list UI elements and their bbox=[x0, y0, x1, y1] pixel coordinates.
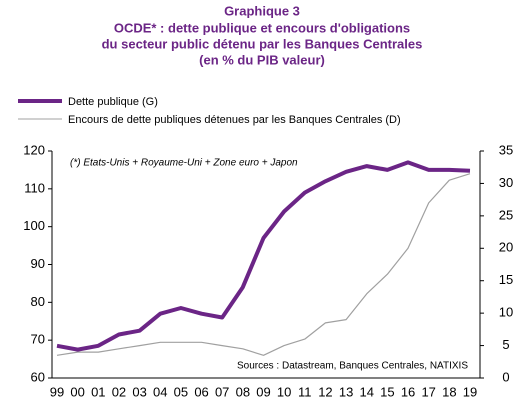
x-tick-label: 12 bbox=[318, 384, 332, 399]
x-tick-label: 00 bbox=[70, 384, 84, 399]
y2-tick-label: 5 bbox=[502, 337, 509, 352]
series-line bbox=[56, 173, 471, 356]
y2-tick-label: 20 bbox=[499, 240, 513, 255]
x-tick-label: 17 bbox=[421, 384, 435, 399]
x-tick-label: 19 bbox=[463, 384, 477, 399]
chart-title: du secteur public détenu par les Banques… bbox=[102, 36, 423, 51]
y-tick-label: 90 bbox=[31, 256, 45, 271]
x-tick-label: 16 bbox=[401, 384, 415, 399]
series-line bbox=[56, 160, 471, 352]
x-tick-label: 11 bbox=[298, 384, 312, 399]
y2-tick-label: 25 bbox=[499, 207, 513, 222]
x-tick-label: 02 bbox=[112, 384, 126, 399]
y-tick-label: 100 bbox=[23, 218, 45, 233]
y-tick-label: 120 bbox=[23, 142, 45, 157]
y2-tick-label: 35 bbox=[499, 142, 513, 157]
chart-title: Graphique 3 bbox=[224, 3, 300, 18]
y-tick-label: 80 bbox=[31, 294, 45, 309]
x-tick-label: 08 bbox=[236, 384, 250, 399]
x-tick-label: 06 bbox=[194, 384, 208, 399]
y-tick-label: 110 bbox=[24, 180, 45, 195]
y2-tick-label: 0 bbox=[502, 369, 509, 384]
y2-tick-label: 10 bbox=[499, 305, 513, 320]
legend-label: Dette publique (G) bbox=[68, 96, 158, 108]
y-tick-label: 60 bbox=[31, 369, 45, 384]
y-tick-label: 70 bbox=[31, 332, 45, 347]
x-tick-label: 15 bbox=[380, 384, 394, 399]
x-tick-label: 99 bbox=[50, 384, 64, 399]
x-tick-label: 03 bbox=[132, 384, 146, 399]
x-tick-label: 09 bbox=[256, 384, 270, 399]
x-tick-label: 01 bbox=[91, 384, 105, 399]
x-tick-label: 04 bbox=[153, 384, 167, 399]
chart-title: OCDE* : dette publique et encours d'obli… bbox=[114, 20, 410, 35]
x-tick-label: 13 bbox=[339, 384, 353, 399]
source: Sources : Datastream, Banques Centrales,… bbox=[237, 361, 468, 372]
y2-tick-label: 15 bbox=[499, 272, 513, 287]
x-tick-label: 18 bbox=[442, 384, 456, 399]
legend-label: Encours de dette publiques détenues par … bbox=[68, 114, 401, 126]
x-tick-label: 05 bbox=[174, 384, 188, 399]
x-tick-label: 07 bbox=[215, 384, 229, 399]
chart-title: (en % du PIB valeur) bbox=[199, 52, 325, 67]
y2-tick-label: 30 bbox=[499, 175, 513, 190]
x-tick-label: 10 bbox=[277, 384, 291, 399]
annotation: (*) Etats-Unis + Royaume-Uni + Zone euro… bbox=[70, 158, 298, 169]
x-tick-label: 14 bbox=[360, 384, 374, 399]
